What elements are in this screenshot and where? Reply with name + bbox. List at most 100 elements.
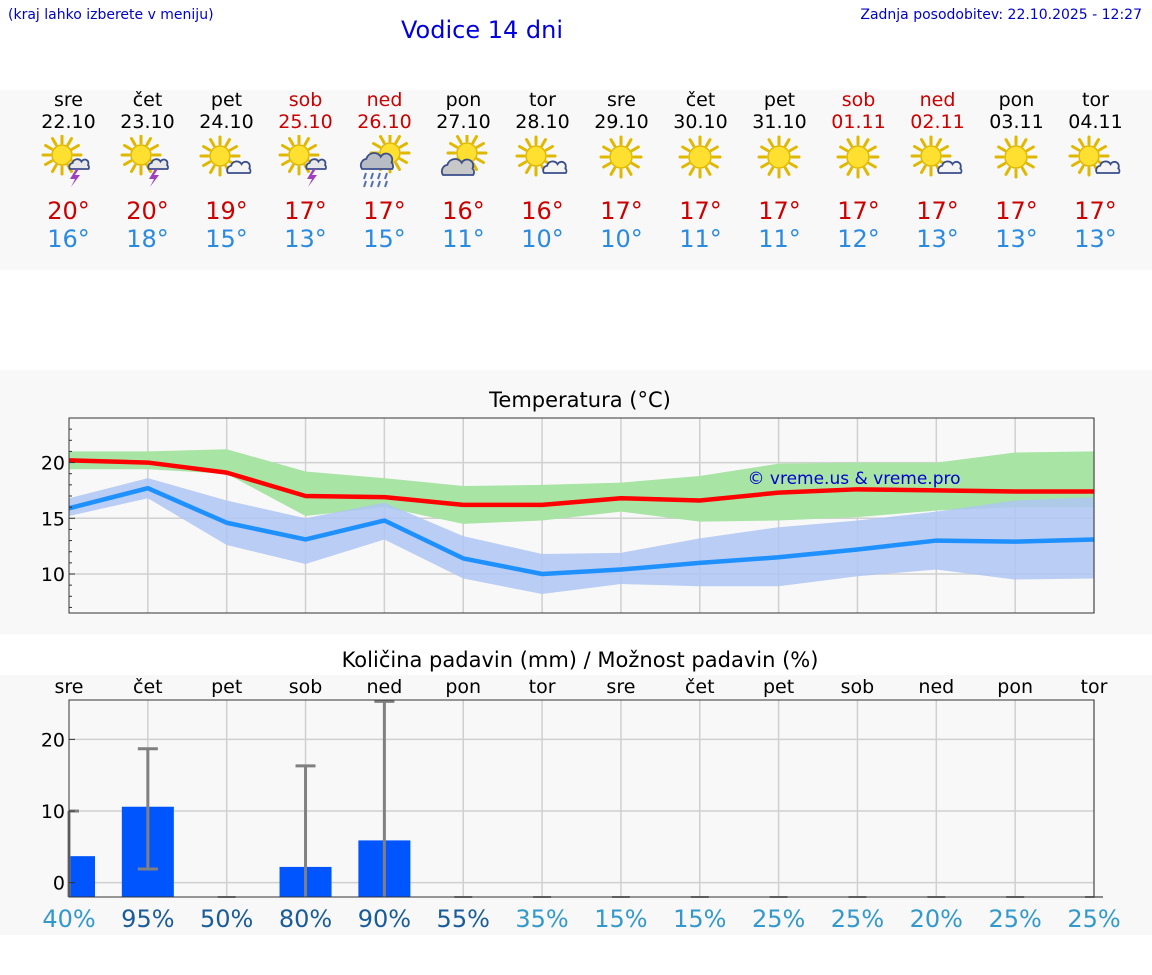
day-date: 02.11 (910, 111, 965, 133)
sun-icon (599, 135, 643, 179)
sun-cloud-storm-icon (278, 135, 327, 187)
day-name: sob (841, 89, 876, 111)
temp-min: 11° (442, 225, 485, 253)
day-name: tor (1082, 89, 1109, 111)
temp-min: 15° (205, 225, 248, 253)
temp-max: 20° (126, 197, 169, 225)
temp-min: 13° (1074, 225, 1117, 253)
day-date: 30.10 (673, 111, 728, 133)
day-date: 27.10 (436, 111, 491, 133)
day-name: pet (763, 89, 796, 111)
precip-day-label: pon (445, 676, 481, 698)
temp-max: 19° (205, 197, 248, 225)
precip-day-label: pet (211, 676, 242, 698)
day-name: sre (607, 89, 636, 111)
precip-probability: 15% (594, 905, 647, 933)
sun-icon (757, 135, 801, 179)
precip-probability: 35% (515, 905, 568, 933)
day-name: sob (288, 89, 323, 111)
temp-min: 13° (995, 225, 1038, 253)
day-date: 23.10 (120, 111, 175, 133)
precip-probability: 40% (42, 905, 95, 933)
sun-icon (994, 135, 1038, 179)
sun-rain-icon (359, 135, 411, 188)
day-name: tor (529, 89, 556, 111)
precip-probability: 25% (752, 905, 805, 933)
precip-day-label: pon (997, 676, 1033, 698)
precip-probability: 25% (831, 905, 884, 933)
temp-min: 12° (837, 225, 880, 253)
day-date: 28.10 (515, 111, 570, 133)
day-date: 01.11 (831, 111, 886, 133)
day-name: sre (54, 89, 83, 111)
y-tick-label: 10 (41, 801, 65, 823)
temp-min: 11° (758, 225, 801, 253)
precip-day-label: ned (918, 676, 954, 698)
temperature-chart-title: Temperatura (°C) (489, 388, 671, 412)
temp-max: 17° (600, 197, 643, 225)
min-temp-band (69, 478, 1094, 595)
day-date: 31.10 (752, 111, 807, 133)
precipitation-panel (0, 675, 1152, 935)
y-tick-label: 20 (41, 729, 65, 751)
sun-cloud-storm-icon (41, 135, 90, 187)
temp-max: 16° (521, 197, 564, 225)
daily-forecast-panel (0, 90, 1152, 270)
max-temp-band (69, 449, 1094, 524)
precip-probability: 15% (673, 905, 726, 933)
temp-min: 10° (600, 225, 643, 253)
precip-day-label: čet (133, 676, 163, 698)
precip-day-label: pet (763, 676, 794, 698)
temp-min: 11° (679, 225, 722, 253)
location-hint[interactable]: (kraj lahko izberete v meniju) (8, 7, 214, 23)
cloudy-sun-icon (440, 135, 488, 176)
precip-bar (69, 856, 95, 897)
temp-max: 16° (442, 197, 485, 225)
temp-min: 10° (521, 225, 564, 253)
temp-max: 17° (995, 197, 1038, 225)
sun-icon (678, 135, 722, 179)
temp-min: 16° (47, 225, 90, 253)
day-date: 03.11 (989, 111, 1044, 133)
page-title: Vodice 14 dni (400, 16, 563, 44)
precip-probability: 55% (437, 905, 490, 933)
temp-max: 17° (284, 197, 327, 225)
temp-max: 20° (47, 197, 90, 225)
temp-min: 18° (126, 225, 169, 253)
last-updated: Zadnja posodobitev: 22.10.2025 - 12:27 (860, 7, 1142, 23)
precip-day-label: ned (366, 676, 402, 698)
temp-max: 17° (758, 197, 801, 225)
day-date: 29.10 (594, 111, 649, 133)
temp-max: 17° (837, 197, 880, 225)
sun-cloud-storm-icon (120, 135, 169, 187)
temp-max: 17° (1074, 197, 1117, 225)
sun-cloud-icon (515, 135, 568, 177)
day-name: čet (132, 89, 163, 111)
temp-max: 17° (679, 197, 722, 225)
precip-day-label: sre (55, 676, 84, 698)
y-tick-label: 10 (41, 564, 65, 586)
precip-probability: 80% (279, 905, 332, 933)
min-temp-line (68, 485, 1095, 577)
temp-min: 15° (363, 225, 406, 253)
sun-icon (836, 135, 880, 179)
day-date: 24.10 (199, 111, 254, 133)
temp-min: 13° (284, 225, 327, 253)
precip-day-label: čet (685, 676, 715, 698)
watermark: © vreme.us & vreme.pro (747, 469, 960, 489)
day-name: pon (998, 89, 1035, 111)
precip-probability: 95% (121, 905, 174, 933)
y-tick-label: 20 (41, 453, 65, 475)
day-name: ned (366, 89, 403, 111)
precip-day-label: sob (841, 676, 875, 698)
sun-cloud-icon (199, 135, 252, 177)
day-date: 25.10 (278, 111, 333, 133)
sun-cloud-icon (910, 135, 963, 177)
precip-probability: 50% (200, 905, 253, 933)
max-temp-line (68, 458, 1094, 508)
day-date: 04.11 (1068, 111, 1123, 133)
sun-cloud-icon (1068, 135, 1121, 177)
temp-min: 13° (916, 225, 959, 253)
temp-max: 17° (363, 197, 406, 225)
